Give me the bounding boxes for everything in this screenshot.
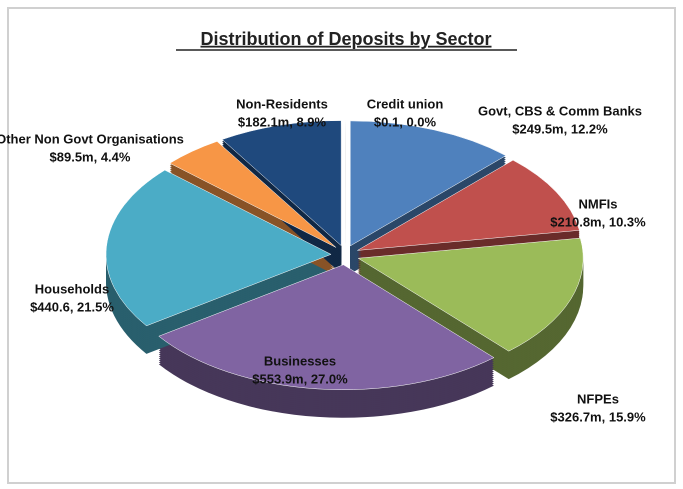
- pie-slice: [105, 169, 332, 327]
- pie-slice: [169, 141, 337, 248]
- data-label-category: Businesses: [264, 353, 336, 368]
- data-label-value: $440.6, 21.5%: [30, 299, 114, 314]
- data-label-value: $210.8m, 10.3%: [550, 214, 646, 229]
- data-label-category: Credit union: [367, 96, 444, 111]
- chart-title: Distribution of Deposits by Sector: [200, 29, 491, 49]
- data-label-category: NMFIs: [579, 196, 618, 211]
- data-label-value: $0.1, 0.0%: [374, 114, 437, 129]
- data-label-category: Non-Residents: [236, 96, 328, 111]
- data-label-category: NFPEs: [577, 391, 619, 406]
- data-label-value: $182.1m, 8.9%: [238, 114, 327, 129]
- pie-slice: [221, 120, 342, 247]
- data-label-category: Govt, CBS & Comm Banks: [478, 103, 642, 118]
- data-label-value: $553.9m, 27.0%: [252, 371, 348, 386]
- pie-slice: [357, 159, 580, 251]
- data-label-category: Households: [35, 281, 109, 296]
- data-label-category: Other Non Govt Organisations: [0, 131, 184, 146]
- data-label-value: $89.5m, 4.4%: [50, 149, 131, 164]
- data-label-value: $326.7m, 15.9%: [550, 409, 646, 424]
- pie-slice: [357, 237, 584, 352]
- data-label-value: $249.5m, 12.2%: [512, 121, 608, 136]
- pie-slice: [158, 264, 495, 390]
- pie-slice: [349, 120, 507, 247]
